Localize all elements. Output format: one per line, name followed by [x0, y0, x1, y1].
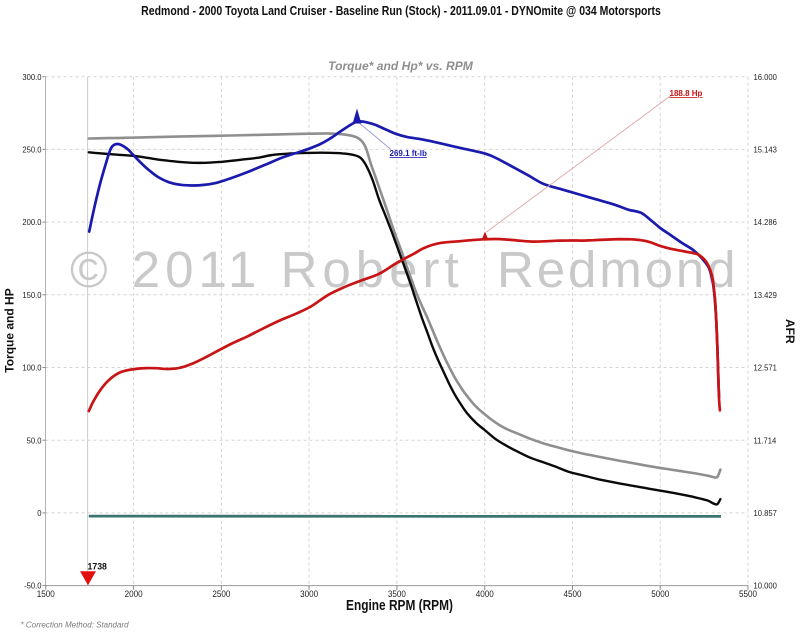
svg-text:* Correction Method: Standard: * Correction Method: Standard [21, 621, 130, 630]
svg-text:10.857: 10.857 [754, 509, 778, 518]
svg-text:Torque* and Hp* vs. RPM: Torque* and Hp* vs. RPM [328, 59, 474, 73]
svg-text:250.0: 250.0 [22, 145, 42, 154]
svg-text:13.429: 13.429 [754, 291, 778, 300]
svg-text:5500: 5500 [739, 589, 757, 600]
svg-text:5000: 5000 [651, 589, 669, 600]
svg-text:3500: 3500 [388, 589, 406, 600]
svg-text:50.0: 50.0 [27, 436, 42, 445]
svg-text:3000: 3000 [300, 589, 318, 600]
svg-text:14.286: 14.286 [754, 218, 778, 227]
svg-text:12.571: 12.571 [754, 363, 778, 372]
svg-text:100.0: 100.0 [22, 363, 42, 372]
svg-text:188.8 Hp: 188.8 Hp [670, 89, 703, 98]
svg-text:0: 0 [37, 509, 42, 518]
svg-text:10.000: 10.000 [754, 581, 778, 590]
svg-text:Engine RPM (RPM): Engine RPM (RPM) [346, 597, 453, 613]
svg-text:300.0: 300.0 [22, 72, 42, 81]
svg-text:1500: 1500 [37, 589, 55, 600]
svg-text:Redmond - 2000 Toyota Land Cru: Redmond - 2000 Toyota Land Cruiser - Bas… [141, 3, 661, 19]
svg-text:1738: 1738 [88, 561, 107, 571]
svg-text:15.143: 15.143 [754, 145, 778, 154]
svg-text:16.000: 16.000 [754, 72, 778, 81]
svg-text:Torque and HP: Torque and HP [3, 288, 17, 372]
svg-text:2500: 2500 [212, 589, 230, 600]
svg-text:Redmond: Redmond [497, 241, 738, 298]
svg-text:200.0: 200.0 [22, 218, 42, 227]
svg-text:4500: 4500 [564, 589, 582, 600]
svg-text:AFR: AFR [783, 319, 797, 344]
svg-text:© 2011 Robert: © 2011 Robert [70, 241, 464, 298]
svg-text:4000: 4000 [476, 589, 494, 600]
svg-text:11.714: 11.714 [754, 436, 777, 445]
svg-text:150.0: 150.0 [22, 291, 42, 300]
svg-text:269.1 ft-lb: 269.1 ft-lb [390, 149, 427, 158]
svg-text:-50.0: -50.0 [24, 581, 42, 590]
svg-text:2000: 2000 [125, 589, 143, 600]
